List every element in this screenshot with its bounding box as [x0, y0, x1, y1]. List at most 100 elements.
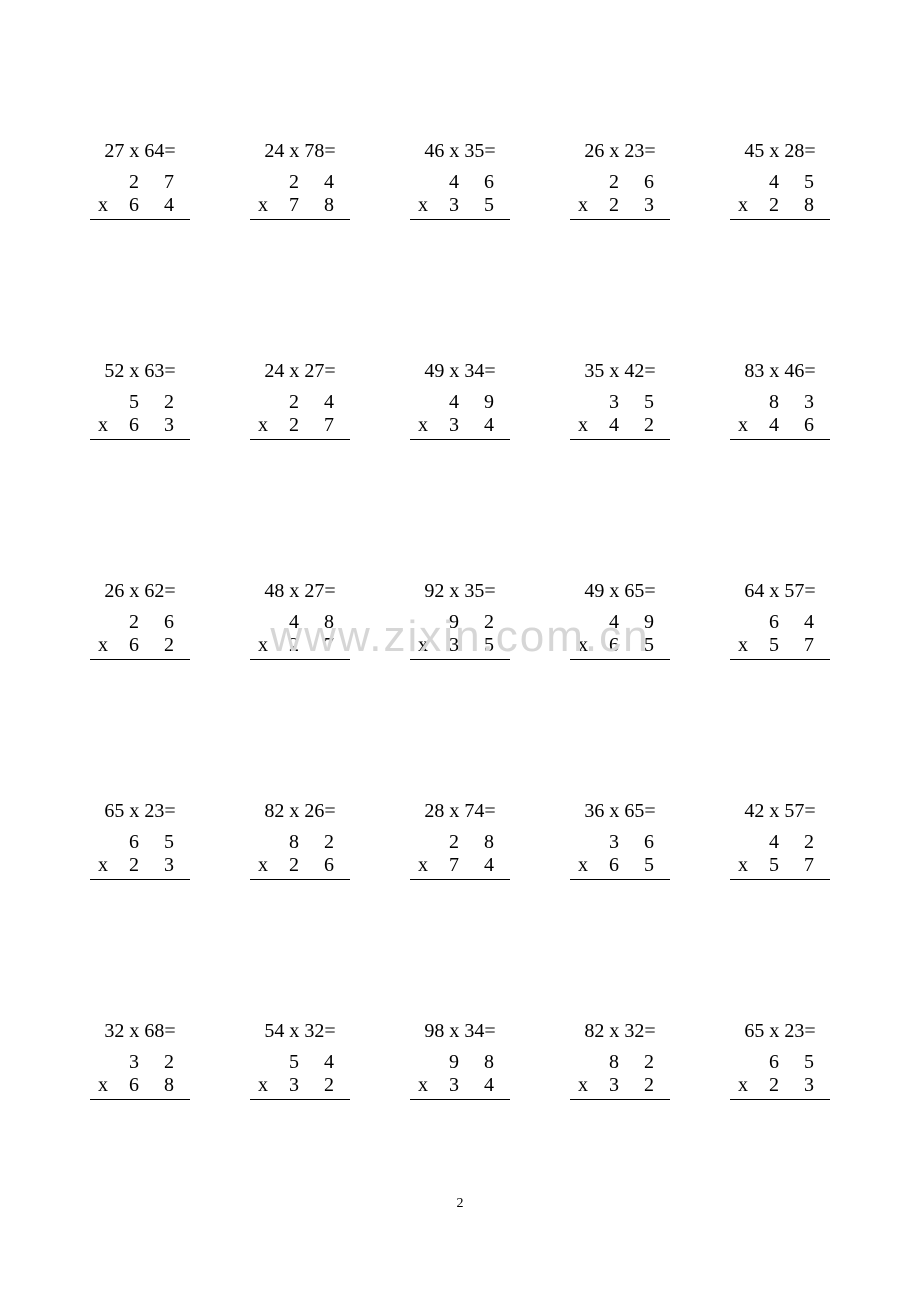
expression-text: 42 x 57= — [744, 800, 815, 823]
multiply-sign: x — [90, 414, 108, 437]
multiplier-line: x 5 7 — [730, 854, 830, 880]
multiplier: 3 2 — [289, 1074, 350, 1097]
problems-grid: 27 x 64= 2 7 x 6 4 24 x 78= 2 4 x 7 8 — [70, 140, 850, 1100]
expression-text: 65 x 23= — [744, 1020, 815, 1043]
multiplier-line: x 3 4 — [410, 414, 510, 440]
multiplier: 3 5 — [449, 194, 510, 217]
expression-text: 27 x 64= — [104, 140, 175, 163]
multiplicand: 4 5 — [769, 171, 830, 194]
expression-text: 28 x 74= — [424, 800, 495, 823]
problem-cell: 24 x 78= 2 4 x 7 8 — [230, 140, 370, 220]
multiplier-line: x 4 6 — [730, 414, 830, 440]
expression-text: 48 x 27= — [264, 580, 335, 603]
multiplier: 6 2 — [129, 634, 190, 657]
problem-cell: 64 x 57= 6 4 x 5 7 — [710, 580, 850, 660]
multiplicand: 3 6 — [609, 831, 670, 854]
multiplier-line: x 3 2 — [570, 1074, 670, 1100]
multiplier-line: x 7 8 — [250, 194, 350, 220]
problem-cell: 92 x 35= 9 2 x 3 5 — [390, 580, 530, 660]
multiplier-line: x 4 2 — [570, 414, 670, 440]
vertical-multiplication: 8 2 x 3 2 — [570, 1051, 670, 1100]
vertical-multiplication: 2 6 x 6 2 — [90, 611, 190, 660]
multiply-sign: x — [90, 634, 108, 657]
problem-cell: 32 x 68= 3 2 x 6 8 — [70, 1020, 210, 1100]
multiply-sign: x — [250, 414, 268, 437]
multiplier-line: x 6 3 — [90, 414, 190, 440]
multiplier-line: x 6 5 — [570, 854, 670, 880]
expression-text: 26 x 62= — [104, 580, 175, 603]
multiplicand: 9 2 — [449, 611, 510, 634]
multiplier: 3 4 — [449, 414, 510, 437]
multiply-sign: x — [250, 194, 268, 217]
multiplicand: 2 6 — [609, 171, 670, 194]
page-number: 2 — [457, 1196, 464, 1212]
multiplicand: 3 2 — [129, 1051, 190, 1074]
problem-cell: 52 x 63= 5 2 x 6 3 — [70, 360, 210, 440]
multiply-sign: x — [250, 634, 268, 657]
multiply-sign: x — [570, 1074, 588, 1097]
problems-row: 65 x 23= 6 5 x 2 3 82 x 26= 8 2 x 2 6 — [70, 800, 850, 880]
problems-row: 27 x 64= 2 7 x 6 4 24 x 78= 2 4 x 7 8 — [70, 140, 850, 220]
expression-text: 32 x 68= — [104, 1020, 175, 1043]
multiplicand: 6 5 — [769, 1051, 830, 1074]
multiply-sign: x — [90, 194, 108, 217]
vertical-multiplication: 9 8 x 3 4 — [410, 1051, 510, 1100]
multiplier: 3 2 — [609, 1074, 670, 1097]
multiplicand: 2 6 — [129, 611, 190, 634]
expression-text: 64 x 57= — [744, 580, 815, 603]
multiplier-line: x 6 4 — [90, 194, 190, 220]
multiply-sign: x — [90, 1074, 108, 1097]
multiplicand: 4 8 — [289, 611, 350, 634]
multiply-sign: x — [410, 634, 428, 657]
problem-cell: 98 x 34= 9 8 x 3 4 — [390, 1020, 530, 1100]
multiplier: 2 3 — [129, 854, 190, 877]
multiplier-line: x 2 3 — [570, 194, 670, 220]
vertical-multiplication: 2 4 x 2 7 — [250, 391, 350, 440]
vertical-multiplication: 6 5 x 2 3 — [90, 831, 190, 880]
vertical-multiplication: 5 4 x 3 2 — [250, 1051, 350, 1100]
expression-text: 45 x 28= — [744, 140, 815, 163]
multiplicand: 6 5 — [129, 831, 190, 854]
vertical-multiplication: 6 4 x 5 7 — [730, 611, 830, 660]
expression-text: 82 x 32= — [584, 1020, 655, 1043]
multiplier: 6 3 — [129, 414, 190, 437]
expression-text: 35 x 42= — [584, 360, 655, 383]
vertical-multiplication: 8 3 x 4 6 — [730, 391, 830, 440]
multiplier: 6 5 — [609, 634, 670, 657]
expression-text: 46 x 35= — [424, 140, 495, 163]
multiplier: 4 6 — [769, 414, 830, 437]
vertical-multiplication: 4 9 x 6 5 — [570, 611, 670, 660]
multiplicand: 3 5 — [609, 391, 670, 414]
problem-cell: 26 x 23= 2 6 x 2 3 — [550, 140, 690, 220]
multiplier: 5 7 — [769, 634, 830, 657]
multiplicand: 4 9 — [609, 611, 670, 634]
multiply-sign: x — [570, 634, 588, 657]
expression-text: 65 x 23= — [104, 800, 175, 823]
multiply-sign: x — [570, 194, 588, 217]
problem-cell: 83 x 46= 8 3 x 4 6 — [710, 360, 850, 440]
multiplier-line: x 3 2 — [250, 1074, 350, 1100]
multiply-sign: x — [730, 1074, 748, 1097]
multiplier: 2 3 — [609, 194, 670, 217]
multiplier-line: x 2 7 — [250, 634, 350, 660]
expression-text: 92 x 35= — [424, 580, 495, 603]
vertical-multiplication: 2 4 x 7 8 — [250, 171, 350, 220]
multiplier: 5 7 — [769, 854, 830, 877]
expression-text: 82 x 26= — [264, 800, 335, 823]
multiplier: 3 4 — [449, 1074, 510, 1097]
multiplier: 2 7 — [289, 414, 350, 437]
multiply-sign: x — [730, 854, 748, 877]
multiplicand: 2 4 — [289, 171, 350, 194]
problem-cell: 48 x 27= 4 8 x 2 7 — [230, 580, 370, 660]
multiply-sign: x — [410, 414, 428, 437]
multiplier-line: x 6 2 — [90, 634, 190, 660]
multiplicand: 2 8 — [449, 831, 510, 854]
expression-text: 49 x 34= — [424, 360, 495, 383]
multiplier: 6 5 — [609, 854, 670, 877]
multiplicand: 8 2 — [289, 831, 350, 854]
multiply-sign: x — [250, 1074, 268, 1097]
multiplicand: 6 4 — [769, 611, 830, 634]
multiply-sign: x — [250, 854, 268, 877]
vertical-multiplication: 6 5 x 2 3 — [730, 1051, 830, 1100]
problem-cell: 54 x 32= 5 4 x 3 2 — [230, 1020, 370, 1100]
